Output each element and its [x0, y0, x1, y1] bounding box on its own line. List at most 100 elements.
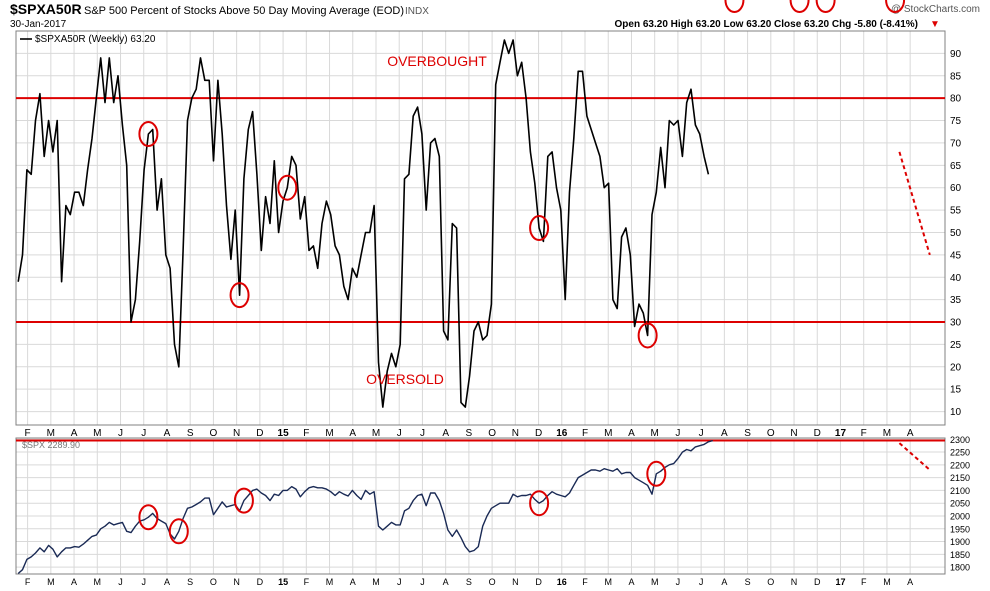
u-circle-mark-0	[138, 120, 159, 147]
u-xtick-label: M	[93, 428, 101, 439]
l-xtick-label: M	[604, 577, 612, 587]
u-xtick-label: A	[721, 428, 728, 439]
lower-y-axis: 1800 1850 1900 1950 2000 2050 2100 2150 2200 2250…	[950, 435, 970, 573]
u-xtick-label: A	[907, 428, 914, 439]
lower-circle-annotations	[138, 0, 810, 545]
l-xtick-label: 16	[557, 577, 567, 587]
l-ytick-label: 2150	[950, 473, 970, 483]
l-circle-mark-1	[168, 518, 189, 545]
l-xtick-label: O	[767, 577, 774, 587]
chart-description: S&P 500 Percent of Stocks Above 50 Day M…	[84, 5, 404, 17]
l-xtick-label: D	[814, 577, 821, 587]
u-circle-mark-5	[724, 0, 745, 13]
upper-legend: $SPXA50R (Weekly) 63.20	[35, 34, 156, 45]
u-circle-mark-4	[637, 322, 658, 349]
u-xtick-label: A	[349, 428, 356, 439]
l-xtick-label: F	[25, 577, 31, 587]
u-xtick-label: J	[420, 428, 425, 439]
u-xtick-label: O	[210, 428, 218, 439]
oversold-label: OVERSOLD	[366, 371, 444, 387]
u-xtick-label: D	[814, 428, 821, 439]
l-xtick-label: J	[699, 577, 704, 587]
u-xtick-label: 17	[835, 428, 847, 439]
u-ytick-label: 90	[950, 49, 962, 60]
u-xtick-label: J	[397, 428, 402, 439]
l-xtick-label: N	[791, 577, 798, 587]
l-xtick-label: D	[535, 577, 542, 587]
l-xtick-label: M	[883, 577, 891, 587]
u-xtick-label: F	[25, 428, 31, 439]
u-ytick-label: 50	[950, 228, 962, 239]
u-xtick-label: M	[651, 428, 659, 439]
upper-threshold-lines	[16, 97, 945, 324]
u-xtick-label: J	[118, 428, 123, 439]
l-ytick-label: 2250	[950, 448, 970, 458]
u-xtick-label: J	[699, 428, 704, 439]
l-xtick-label: J	[397, 577, 402, 587]
u-circle-mark-1	[229, 282, 250, 309]
l-xtick-label: A	[443, 577, 449, 587]
l-ytick-label: 2200	[950, 460, 970, 470]
u-xtick-label: M	[604, 428, 612, 439]
l-ytick-label: 1900	[950, 537, 970, 547]
u-ytick-label: 60	[950, 183, 962, 194]
l-xtick-label: S	[187, 577, 193, 587]
u-xtick-label: S	[744, 428, 751, 439]
l-xtick-label: O	[489, 577, 496, 587]
u-ytick-label: 45	[950, 250, 962, 261]
l-xtick-label: F	[582, 577, 588, 587]
l-xtick-label: A	[71, 577, 77, 587]
l-xtick-label: 15	[278, 577, 288, 587]
u-ytick-label: 55	[950, 206, 962, 217]
lower-projection-line	[898, 442, 931, 471]
upper-projection-line	[898, 151, 931, 256]
l-ytick-label: 2100	[950, 486, 970, 496]
l-ytick-label: 2050	[950, 499, 970, 509]
l-xtick-label: J	[676, 577, 681, 587]
change-down-icon: ▼	[930, 19, 940, 30]
l-xtick-label: 17	[835, 577, 845, 587]
exchange-label: INDX	[405, 6, 429, 17]
u-ytick-label: 10	[950, 407, 962, 418]
l-xtick-label: A	[721, 577, 727, 587]
l-xtick-label: F	[861, 577, 867, 587]
l-ytick-label: 1850	[950, 550, 970, 560]
u-xtick-label: 16	[556, 428, 568, 439]
u-xtick-label: F	[861, 428, 867, 439]
lower-legend: $SPX 2289.90	[22, 440, 80, 450]
l-xtick-label: S	[745, 577, 751, 587]
u-ytick-label: 65	[950, 161, 962, 172]
u-circle-mark-7	[885, 0, 906, 13]
u-ytick-label: 75	[950, 116, 962, 127]
l-xtick-label: S	[466, 577, 472, 587]
l-xtick-label: M	[651, 577, 659, 587]
l-xtick-label: A	[907, 577, 913, 587]
l-xtick-label: J	[118, 577, 123, 587]
u-xtick-label: F	[582, 428, 588, 439]
l-xtick-label: J	[141, 577, 146, 587]
u-ytick-label: 85	[950, 71, 962, 82]
l-xtick-label: N	[512, 577, 519, 587]
u-xtick-label: N	[512, 428, 519, 439]
l-xtick-label: A	[350, 577, 356, 587]
u-xtick-label: M	[325, 428, 333, 439]
lower-x-axis: F M A M J J A S O N D 15 F M A M J J A S O N D 16 F M A M J J A S O N D 17 F…	[25, 577, 913, 587]
lower-grid	[16, 438, 945, 574]
upper-plot-frame	[15, 30, 946, 426]
l-xtick-label: M	[372, 577, 380, 587]
u-xtick-label: D	[535, 428, 542, 439]
u-ytick-label: 30	[950, 318, 962, 329]
l-circle-mark-0	[138, 504, 159, 531]
u-xtick-label: A	[628, 428, 635, 439]
watermark: @ StockCharts.com	[891, 4, 980, 15]
l-xtick-label: N	[233, 577, 240, 587]
u-xtick-label: 15	[278, 428, 290, 439]
u-ytick-label: 35	[950, 295, 962, 306]
upper-circle-annotations	[138, 0, 906, 349]
l-ytick-label: 2000	[950, 511, 970, 521]
u-xtick-label: S	[466, 428, 473, 439]
u-ytick-label: 25	[950, 340, 962, 351]
u-ytick-label: 80	[950, 94, 962, 105]
l-circle-mark-3	[529, 490, 550, 517]
